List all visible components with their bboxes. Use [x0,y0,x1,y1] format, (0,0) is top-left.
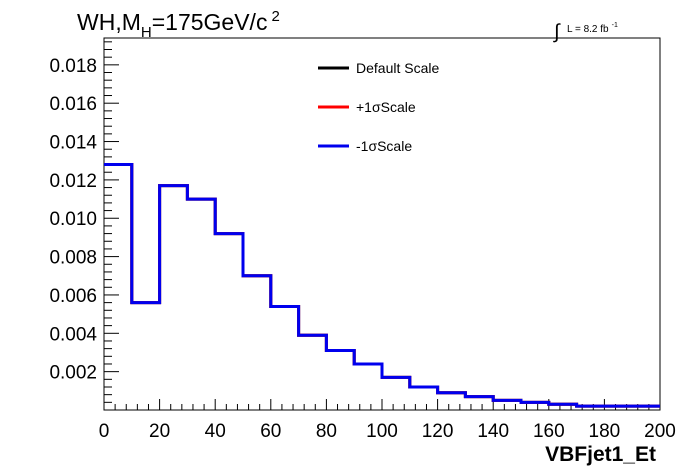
x-tick-label: 160 [533,421,565,442]
y-tick-label: 0.008 [49,248,97,269]
legend-label: Default Scale [356,60,439,76]
y-tick-label: 0.006 [49,286,97,307]
y-tick-label: 0.014 [49,133,97,154]
x-tick-label: 140 [477,421,509,442]
lumi-integral-symbol: ∫ [553,21,561,43]
histogram-series [104,163,660,408]
x-tick-label: 120 [422,421,454,442]
x-axis-label: VBFjet1_Et [545,443,656,466]
x-tick-label: 20 [149,421,170,442]
lumi-superscript: -1 [612,22,618,29]
lumi-main: L = 8.2 fb [567,24,609,35]
y-tick-label: 0.002 [49,363,97,384]
y-tick-label: 0.010 [49,209,97,230]
plot-frame [103,37,661,411]
y-tick-label: 0.018 [49,56,97,77]
title-main: WH,M [77,9,141,35]
title-prefix: WH,MH=175GeV/c 2 [77,8,280,41]
x-axis: 0 20 40 60 80 100 120 140 160 180 200 [99,399,676,442]
title-subscript: H [141,24,152,41]
x-tick-label: 180 [589,421,621,442]
title-value: =175GeV/c [152,9,268,35]
title-superscript: 2 [271,8,279,25]
x-tick-label: 0 [99,421,110,442]
y-tick-label: 0.012 [49,171,97,192]
y-tick-label: 0.016 [49,94,97,115]
x-tick-label: 200 [644,421,676,442]
legend-label: +1σScale [356,99,416,115]
legend: Default Scale +1σScale -1σScale [318,60,439,154]
lumi-text: L = 8.2 fb -1 [567,22,618,35]
frame-group [103,37,661,411]
legend-label: -1σScale [356,138,412,154]
x-tick-label: 40 [205,421,226,442]
x-tick-label: 80 [316,421,337,442]
lumi-label: ∫ L = 8.2 fb -1 [553,21,618,43]
y-tick-label: 0.004 [49,324,97,345]
y-axis: 0.002 0.004 0.006 0.008 0.010 0.012 0.014 0.016… [49,41,119,403]
chart-title: WH,MH=175GeV/c 2 [77,8,280,41]
x-tick-label: 100 [366,421,398,442]
series-group [104,163,660,408]
x-tick-label: 60 [260,421,281,442]
